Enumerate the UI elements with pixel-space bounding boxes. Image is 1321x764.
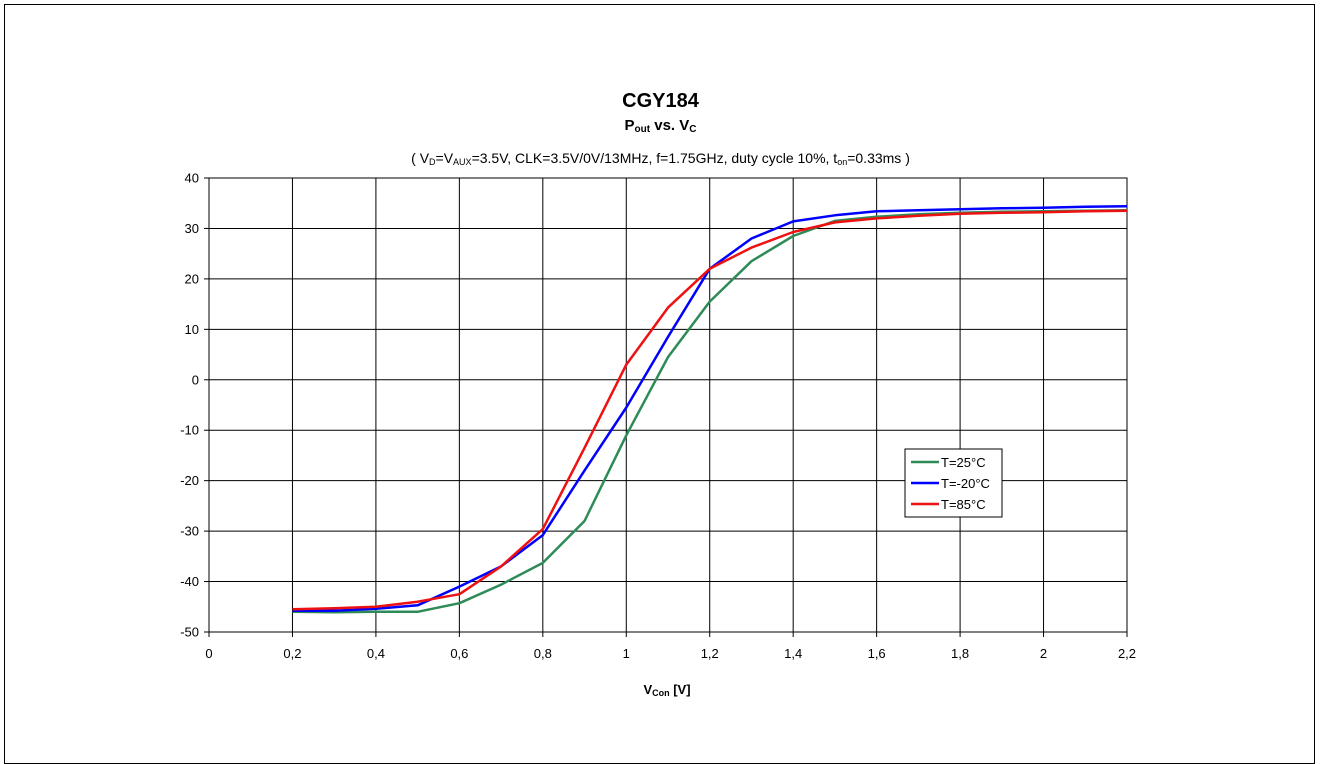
subtitle-sub: out [634,124,651,135]
legend-label: T=25°C [941,455,986,470]
subtitle-part: vs. V [650,117,690,134]
x-tick-label: 0,6 [450,646,468,661]
x-tick-label: 0,2 [283,646,301,661]
series-line-3 [292,209,1128,611]
xlabel-part: [V] [669,682,691,697]
x-tick-label: 0,8 [534,646,552,661]
x-tick-label: 1 [623,646,630,661]
subtitle-sub: C [689,124,697,135]
conditions-part: =3.5V, CLK=3.5V/0V/13MHz, f=1.75GHz, dut… [471,150,838,166]
conditions-sub: D [429,157,436,167]
x-axis-label: VCon [V] [0,682,1321,698]
xlabel-sub: Con [652,688,670,698]
x-tick-label: 1,6 [868,646,886,661]
y-tick-label: 10 [185,322,199,337]
conditions-part: =V [435,150,454,166]
y-tick-label: -10 [180,423,199,438]
x-tick-label: 2 [1040,646,1047,661]
x-tick-label: 0,4 [367,646,385,661]
xlabel-part: V [643,682,653,697]
plot-border [208,177,1128,633]
chart-conditions: ( VD=VAUX=3.5V, CLK=3.5V/0V/13MHz, f=1.7… [0,150,1321,167]
conditions-sub: on [837,157,848,167]
chart-subtitle: Pout vs. VC [0,117,1321,135]
chart-title: CGY184 [622,90,699,112]
conditions-sub: AUX [453,157,472,167]
x-tick-label: 1,4 [784,646,802,661]
plot-area [209,178,1127,632]
conditions-part: ( V [411,150,430,166]
y-tick-label: -20 [180,473,199,488]
conditions-part: =0.33ms ) [847,150,910,166]
y-tick-label: 40 [185,171,199,186]
y-tick-label: -50 [180,625,199,640]
y-tick-label: 20 [185,271,199,286]
legend-label: T=85°C [941,497,986,512]
y-tick-label: -40 [180,574,199,589]
subtitle-part: P [624,117,635,134]
x-tick-label: 2,2 [1118,646,1136,661]
x-tick-label: 0 [205,646,212,661]
y-tick-label: 30 [185,221,199,236]
y-tick-label: -30 [180,524,199,539]
x-tick-label: 1,8 [951,646,969,661]
legend-label: T=-20°C [941,476,990,491]
x-tick-label: 1,2 [701,646,719,661]
y-tick-label: 0 [192,372,199,387]
